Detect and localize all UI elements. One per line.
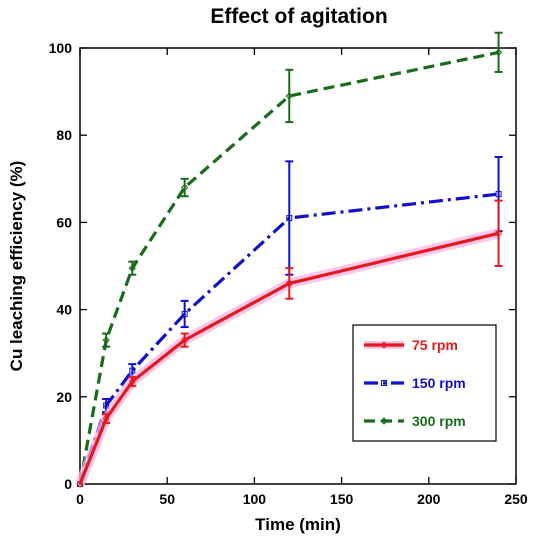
axis-ticks: 0 50 100 150 200 250 0 20 40 60 80 100 bbox=[49, 40, 528, 507]
series-300-rpm bbox=[76, 31, 503, 488]
y-tick-label: 20 bbox=[56, 389, 72, 405]
x-tick-label: 50 bbox=[159, 491, 175, 507]
data-point bbox=[102, 336, 110, 344]
data-point bbox=[129, 367, 136, 374]
data-point bbox=[181, 310, 188, 317]
y-axis-label: Cu leaching efficiency (%) bbox=[7, 161, 26, 372]
series-line bbox=[78, 50, 499, 485]
data-point bbox=[285, 92, 293, 100]
legend-marker bbox=[380, 417, 388, 425]
data-point bbox=[181, 337, 188, 344]
data-point bbox=[286, 215, 293, 222]
data-point bbox=[495, 191, 502, 198]
legend-label-75-rpm: 75 rpm bbox=[412, 337, 458, 353]
plot-area bbox=[79, 47, 517, 485]
legend-marker bbox=[381, 342, 387, 348]
x-tick-label: 250 bbox=[504, 491, 528, 507]
legend-label-300-rpm: 300 rpm bbox=[412, 413, 466, 429]
data-point bbox=[129, 378, 136, 385]
y-tick-label: 80 bbox=[56, 127, 72, 143]
series-layer bbox=[75, 31, 503, 488]
y-tick-label: 60 bbox=[56, 214, 72, 230]
data-point bbox=[494, 48, 503, 57]
data-point bbox=[103, 415, 110, 422]
series-75-rpm bbox=[75, 199, 503, 487]
x-tick-label: 0 bbox=[76, 491, 84, 507]
data-point bbox=[495, 230, 502, 237]
series-line bbox=[78, 231, 499, 485]
data-point bbox=[180, 183, 189, 192]
data-point bbox=[286, 280, 293, 287]
legend: 75 rpm 150 rpm 300 rpm bbox=[352, 324, 497, 442]
chart-title: Effect of agitation bbox=[210, 5, 387, 28]
series-line bbox=[78, 192, 499, 485]
series-150-rpm bbox=[77, 156, 503, 487]
legend-label-150-rpm: 150 rpm bbox=[412, 375, 466, 391]
data-point bbox=[103, 402, 110, 409]
legend-marker bbox=[381, 380, 387, 386]
x-tick-label: 150 bbox=[330, 491, 354, 507]
x-tick-label: 200 bbox=[417, 491, 441, 507]
data-point bbox=[128, 264, 137, 272]
y-tick-label: 0 bbox=[64, 476, 72, 492]
data-point bbox=[77, 481, 83, 487]
x-axis-label: Time (min) bbox=[255, 515, 341, 534]
y-tick-label: 100 bbox=[49, 40, 73, 56]
x-tick-label: 100 bbox=[243, 491, 267, 507]
y-tick-label: 40 bbox=[56, 302, 72, 318]
